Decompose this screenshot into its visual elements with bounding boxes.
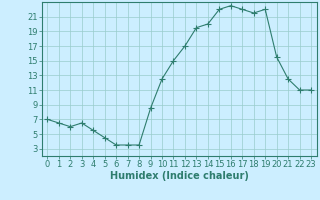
X-axis label: Humidex (Indice chaleur): Humidex (Indice chaleur) [110, 171, 249, 181]
